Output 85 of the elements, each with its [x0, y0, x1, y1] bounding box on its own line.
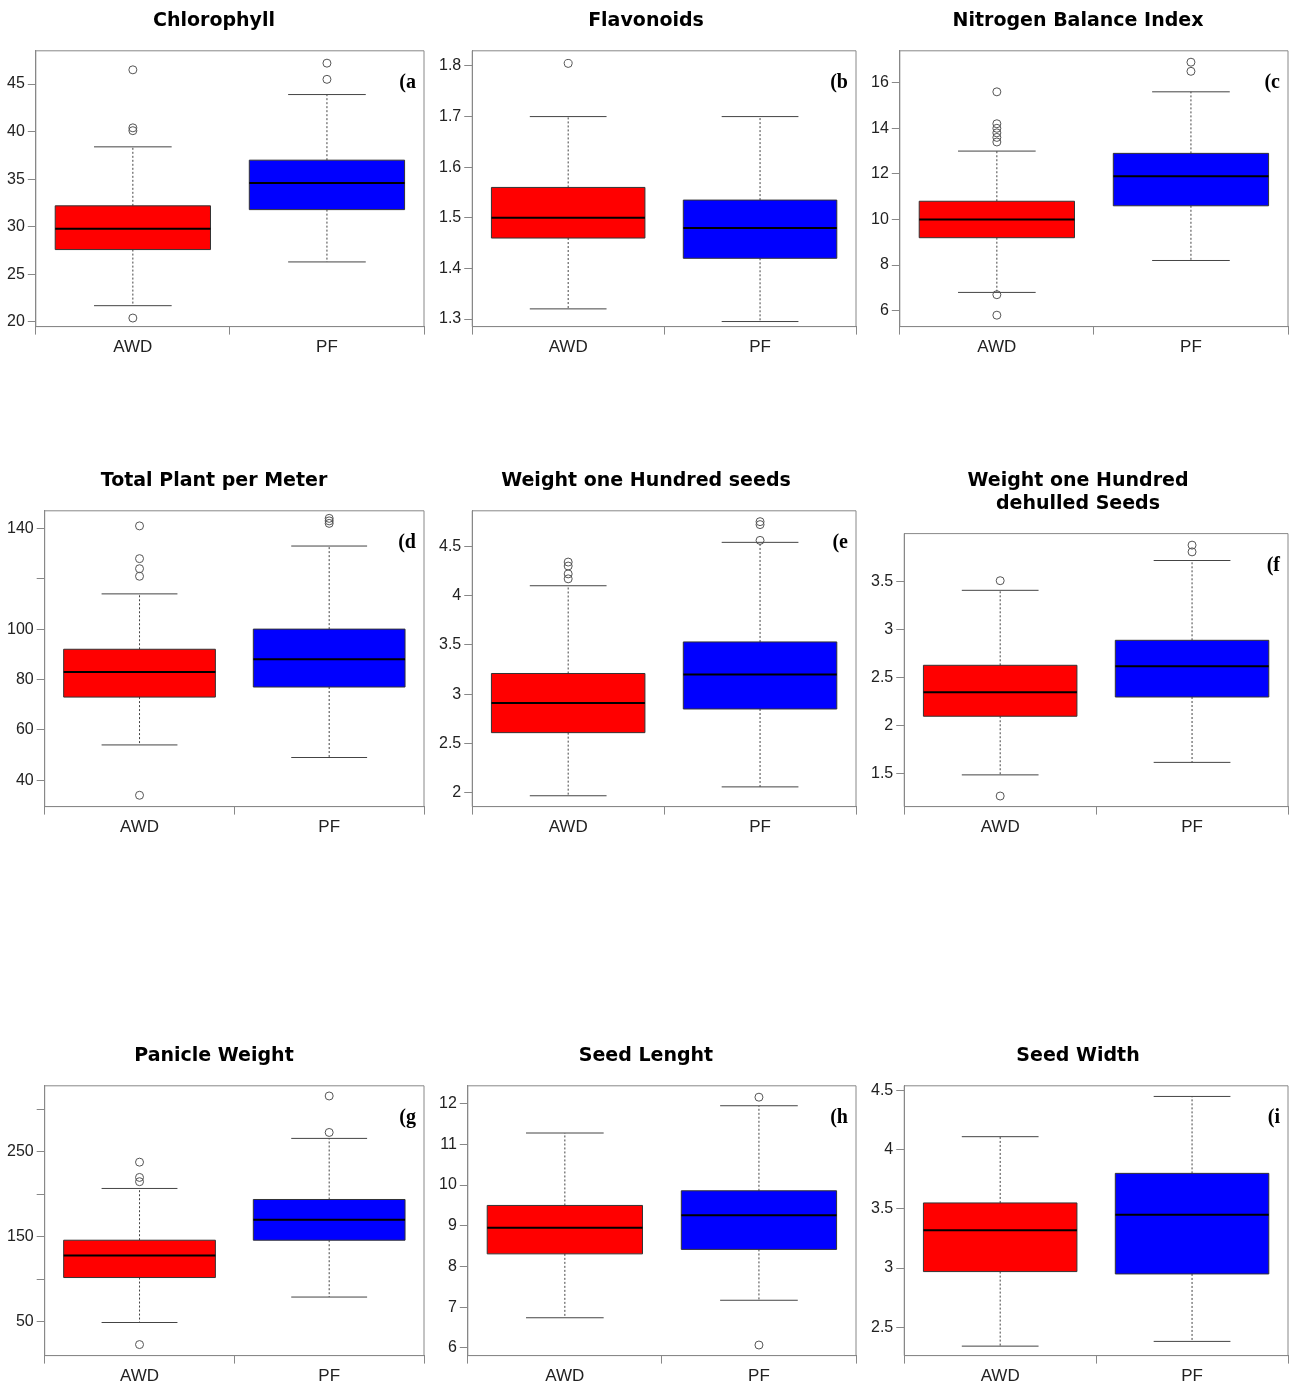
- y-tick-label: 2: [884, 716, 894, 734]
- x-tick-label: AWD: [980, 817, 1020, 837]
- x-tick-label: PF: [316, 337, 338, 357]
- y-tick-label: 1.7: [438, 106, 462, 124]
- y-tick-label: 3: [884, 1258, 894, 1276]
- y-tick-label: 4: [884, 1140, 894, 1158]
- y-tick-label: 14: [871, 118, 889, 136]
- y-tick-label: 1.4: [438, 258, 462, 276]
- x-tick-label: AWD: [120, 1366, 160, 1386]
- y-tick-label: 16: [871, 73, 889, 91]
- y-tick-label: 2.5: [870, 1317, 894, 1335]
- chart-title: Flavonoids: [588, 8, 704, 31]
- y-tick-label: 6: [447, 1338, 457, 1356]
- annotation: (e: [832, 529, 849, 553]
- y-tick-label: 6: [879, 301, 889, 319]
- x-tick-label: AWD: [545, 1366, 585, 1386]
- annotation: (h: [830, 1104, 848, 1128]
- y-tick-label: 4.5: [438, 536, 462, 554]
- y-tick-label: 10: [871, 209, 889, 227]
- x-tick-label: PF: [749, 337, 771, 357]
- y-tick-label: 80: [15, 669, 34, 687]
- y-tick-label: 1.6: [438, 157, 462, 175]
- y-tick-label: 60: [15, 720, 34, 738]
- y-tick-label: 3.5: [438, 635, 462, 653]
- chart-title: Seed Width: [1016, 1043, 1140, 1066]
- x-tick-label: AWD: [548, 817, 588, 837]
- chart-title: Seed Lenght: [578, 1043, 714, 1066]
- y-tick-label: 2.5: [438, 733, 462, 751]
- y-tick-label: 8: [447, 1256, 457, 1274]
- chart-title: Panicle Weight: [134, 1043, 294, 1066]
- annotation: (a: [399, 69, 416, 93]
- chart-title: Total Plant per Meter: [100, 468, 328, 491]
- y-tick-label: 3.5: [870, 572, 894, 590]
- x-tick-label: PF: [749, 817, 771, 837]
- x-tick-label: PF: [1181, 817, 1203, 837]
- y-tick-label: 9: [447, 1216, 457, 1234]
- y-tick-label: 35: [7, 169, 25, 187]
- x-tick-label: AWD: [977, 337, 1017, 357]
- y-tick-label: 4.5: [870, 1080, 894, 1098]
- y-tick-label: 3: [884, 620, 894, 638]
- x-tick-label: AWD: [120, 817, 160, 837]
- y-tick-label: 12: [439, 1094, 457, 1112]
- y-tick-label: 140: [6, 518, 34, 536]
- y-tick-label: 11: [440, 1134, 457, 1152]
- x-tick-label: AWD: [113, 337, 153, 357]
- y-tick-label: 1.5: [438, 208, 462, 226]
- y-tick-label: 45: [7, 74, 25, 92]
- y-tick-label: 25: [7, 264, 25, 282]
- annotation: (i: [1267, 1104, 1281, 1128]
- chart-title: Chlorophyll: [153, 8, 275, 31]
- y-tick-label: 7: [447, 1297, 457, 1315]
- x-tick-label: AWD: [548, 337, 588, 357]
- y-tick-label: 1.5: [870, 764, 894, 782]
- y-tick-label: 12: [871, 164, 889, 182]
- y-tick-label: 4: [452, 586, 462, 603]
- x-tick-label: PF: [1180, 337, 1202, 357]
- y-tick-label: 3: [452, 684, 462, 702]
- y-tick-label: 3.5: [870, 1199, 894, 1217]
- chart-title: Nitrogen Balance Index: [952, 8, 1204, 31]
- y-tick-label: 50: [15, 1312, 34, 1330]
- x-tick-label: PF: [318, 817, 341, 837]
- annotation: (d: [398, 529, 416, 553]
- annotation: (g: [399, 1104, 416, 1128]
- y-tick-label: 10: [439, 1175, 457, 1193]
- y-tick-label: 20: [7, 312, 25, 330]
- y-tick-label: 150: [6, 1227, 34, 1245]
- y-tick-label: 30: [7, 217, 25, 235]
- x-tick-label: PF: [748, 1366, 770, 1386]
- chart-title: Weight one Hundred seeds: [501, 468, 791, 491]
- y-tick-label: 40: [15, 770, 34, 788]
- y-tick-label: 250: [6, 1142, 34, 1160]
- annotation: (c: [1264, 69, 1281, 93]
- y-tick-label: 1.8: [438, 56, 462, 74]
- x-tick-label: AWD: [980, 1366, 1020, 1386]
- annotation: (f: [1266, 552, 1281, 576]
- x-tick-label: PF: [1181, 1366, 1203, 1386]
- annotation: (b: [830, 69, 848, 93]
- y-tick-label: 40: [7, 122, 25, 140]
- y-tick-label: 2: [452, 783, 462, 801]
- y-tick-label: 100: [6, 619, 34, 637]
- chart-title: Weight one Hundred dehulled Seeds: [967, 468, 1189, 514]
- x-tick-label: PF: [318, 1366, 341, 1386]
- y-tick-label: 8: [879, 255, 889, 273]
- y-tick-label: 1.3: [438, 309, 462, 327]
- y-tick-label: 2.5: [870, 668, 894, 686]
